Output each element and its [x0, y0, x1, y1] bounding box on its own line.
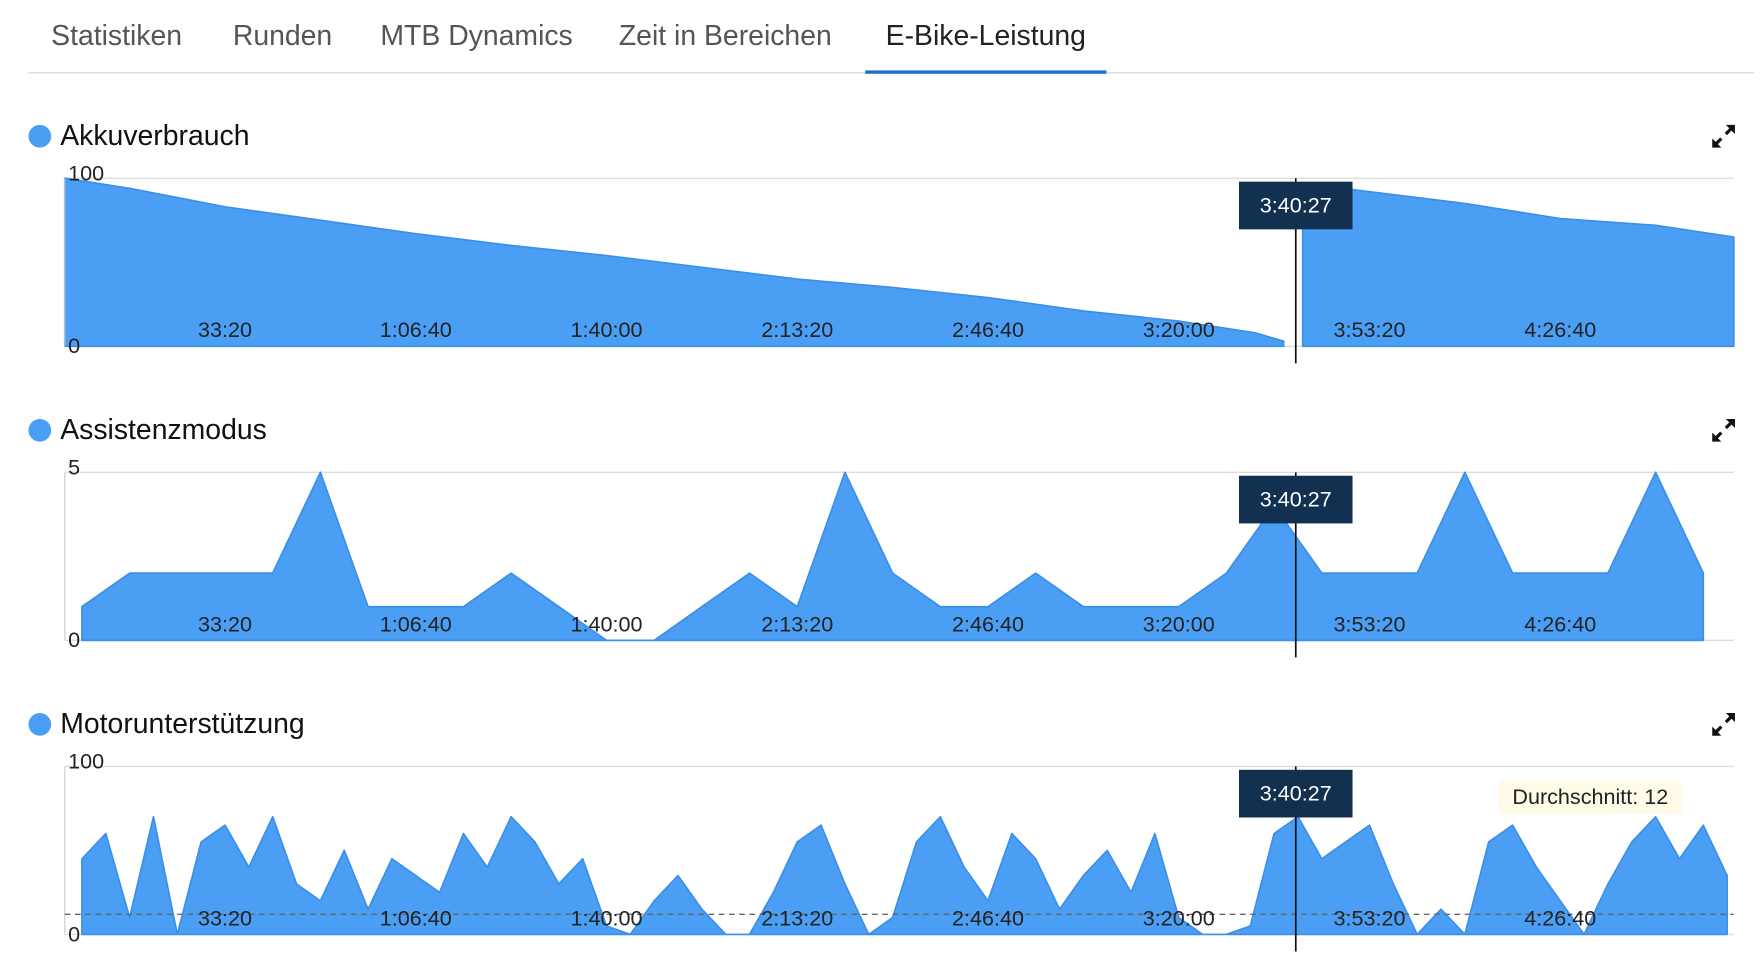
legend-dot: [28, 418, 52, 442]
area: [63, 177, 1735, 348]
x-tick-label: 3:53:20: [1334, 317, 1406, 342]
x-tick-label: 1:06:40: [380, 317, 452, 342]
expand-icon: [1712, 124, 1735, 148]
x-tick-label: 1:40:00: [571, 317, 643, 342]
x-tick-label: 2:46:40: [952, 317, 1024, 342]
y-tick-label: 0: [68, 627, 80, 652]
x-tick-label: 4:26:40: [1524, 905, 1596, 930]
x-tick-label: 3:53:20: [1334, 905, 1406, 930]
y-tick-label: 100: [68, 161, 104, 186]
cursor-label-bg: [1238, 181, 1353, 230]
chart-title: Akkuverbrauch: [60, 120, 249, 152]
tab-bar: Statistiken Runden MTB Dynamics Zeit in Ber…: [51, 20, 1107, 74]
cursor-label: 3:40:27: [1260, 780, 1332, 805]
chart-title: Motorunterstützung: [60, 708, 304, 740]
x-tick-label: 3:20:00: [1143, 905, 1215, 930]
tab[interactable]: Statistiken: [51, 20, 182, 52]
x-tick-label: 1:40:00: [571, 905, 643, 930]
x-tick-label: 4:26:40: [1524, 611, 1596, 636]
y-tick-label: 0: [68, 921, 80, 946]
x-tick-label: 3:20:00: [1143, 611, 1215, 636]
x-tick-label: 2:13:20: [761, 611, 833, 636]
x-tick-label: 1:06:40: [380, 905, 452, 930]
tab[interactable]: Runden: [233, 20, 332, 52]
x-tick-label: 33:20: [198, 905, 252, 930]
legend-dot: [28, 124, 52, 148]
x-tick-label: 3:20:00: [1143, 317, 1215, 342]
area: [81, 471, 1705, 642]
area: [81, 815, 1728, 936]
x-tick-label: 2:46:40: [952, 611, 1024, 636]
chart-title: Assistenzmodus: [60, 414, 267, 446]
x-tick-label: 3:53:20: [1334, 611, 1406, 636]
tab-active-underline: [865, 70, 1107, 74]
chart-panel: Motorunterstützung Durchschnitt: 12 0 100 33…: [28, 708, 1735, 952]
expand-icon: [1712, 713, 1735, 736]
expand-button[interactable]: [1712, 713, 1735, 736]
average-box: Durchschnitt: 12: [1498, 780, 1682, 815]
x-tick-label: 33:20: [198, 317, 252, 342]
y-tick-label: 5: [68, 455, 80, 480]
tab[interactable]: Zeit in Bereichen: [619, 20, 832, 52]
x-tick-label: 2:46:40: [952, 905, 1024, 930]
average-label: Durchschnitt: 12: [1512, 784, 1668, 809]
x-tick-label: 1:06:40: [380, 611, 452, 636]
y-tick-label: 100: [68, 749, 104, 774]
cursor-label-bg: [1238, 769, 1353, 818]
expand-button[interactable]: [1712, 124, 1735, 148]
chart-panel: Akkuverbrauch 0 100 33:20 1:06:40 1:40:00 2:13…: [28, 120, 1735, 364]
cursor-label: 3:40:27: [1260, 192, 1332, 217]
x-tick-label: 1:40:00: [571, 611, 643, 636]
chart-panel: Assistenzmodus 0 5 33:20 1:06:40 1:40:00 2:13:…: [28, 414, 1735, 658]
x-tick-label: 2:13:20: [761, 905, 833, 930]
cursor-label-bg: [1238, 475, 1353, 524]
average-label-bg: [1498, 780, 1682, 815]
tab[interactable]: E-Bike-Leistung: [886, 20, 1086, 52]
tab[interactable]: MTB Dynamics: [380, 20, 572, 52]
x-tick-label: 2:13:20: [761, 317, 833, 342]
y-tick-label: 0: [68, 333, 80, 358]
expand-icon: [1712, 418, 1735, 442]
x-tick-label: 4:26:40: [1524, 317, 1596, 342]
legend-dot: [28, 713, 52, 736]
cursor-label: 3:40:27: [1260, 486, 1332, 511]
expand-button[interactable]: [1712, 418, 1735, 442]
x-tick-label: 33:20: [198, 611, 252, 636]
charts: Akkuverbrauch 0 100 33:20 1:06:40 1:40:00 2:13…: [28, 120, 1735, 952]
